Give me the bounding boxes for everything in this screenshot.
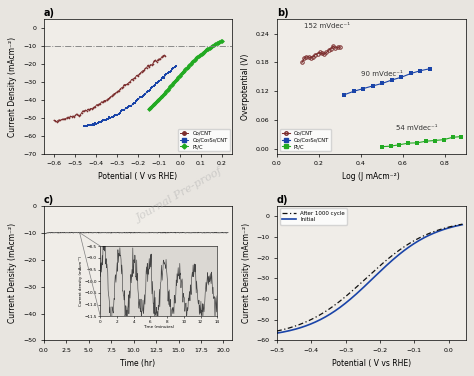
Text: d): d) [277, 195, 288, 205]
Line: After 1000 cycle: After 1000 cycle [277, 224, 462, 331]
Text: 152 mVdec⁻¹: 152 mVdec⁻¹ [304, 23, 350, 29]
Y-axis label: Current Density (mAcm⁻²): Current Density (mAcm⁻²) [9, 36, 18, 136]
Y-axis label: Overpotential (V): Overpotential (V) [241, 53, 250, 120]
After 1000 cycle [402, 244, 408, 249]
Legend: Co/CNT, Co/Co₉S₈/CNT, Pt/C: Co/CNT, Co/Co₉S₈/CNT, Pt/C [178, 129, 230, 151]
X-axis label: Potential ( V vs RHE): Potential ( V vs RHE) [99, 172, 178, 181]
Initial [402, 248, 408, 252]
Initial [379, 268, 384, 273]
After 1000 cycle [427, 231, 433, 235]
Initial [371, 275, 377, 280]
Text: 90 mVdec⁻¹: 90 mVdec⁻¹ [361, 71, 402, 77]
Line: Initial: Initial [277, 225, 462, 333]
Text: b): b) [277, 8, 289, 18]
Text: Journal Pre-proof: Journal Pre-proof [135, 167, 225, 224]
X-axis label: Log (J mAcm⁻²): Log (J mAcm⁻²) [342, 172, 400, 181]
Legend: After 1000 cycle, Initial: After 1000 cycle, Initial [280, 209, 347, 224]
Y-axis label: Current Density (mAcm⁻²): Current Density (mAcm⁻²) [242, 223, 251, 323]
Initial [459, 223, 465, 227]
Initial [274, 331, 280, 335]
Text: c): c) [44, 195, 54, 205]
After 1000 cycle [459, 222, 465, 226]
After 1000 cycle [335, 300, 341, 305]
After 1000 cycle [371, 269, 377, 273]
X-axis label: Potential ( V vs RHE): Potential ( V vs RHE) [332, 359, 411, 368]
Initial [335, 307, 341, 311]
Initial [427, 233, 433, 237]
Text: a): a) [44, 8, 55, 18]
Initial [347, 297, 353, 302]
Y-axis label: Current Density (mAcm⁻²): Current Density (mAcm⁻²) [9, 223, 18, 323]
Legend: Co/CNT, Co/Co₉S₈/CNT, Pt/C: Co/CNT, Co/Co₉S₈/CNT, Pt/C [280, 129, 331, 151]
After 1000 cycle [379, 262, 384, 267]
Text: 54 mVdec⁻¹: 54 mVdec⁻¹ [396, 125, 438, 131]
After 1000 cycle [347, 290, 353, 295]
After 1000 cycle [274, 329, 280, 333]
X-axis label: Time (hr): Time (hr) [120, 359, 155, 368]
